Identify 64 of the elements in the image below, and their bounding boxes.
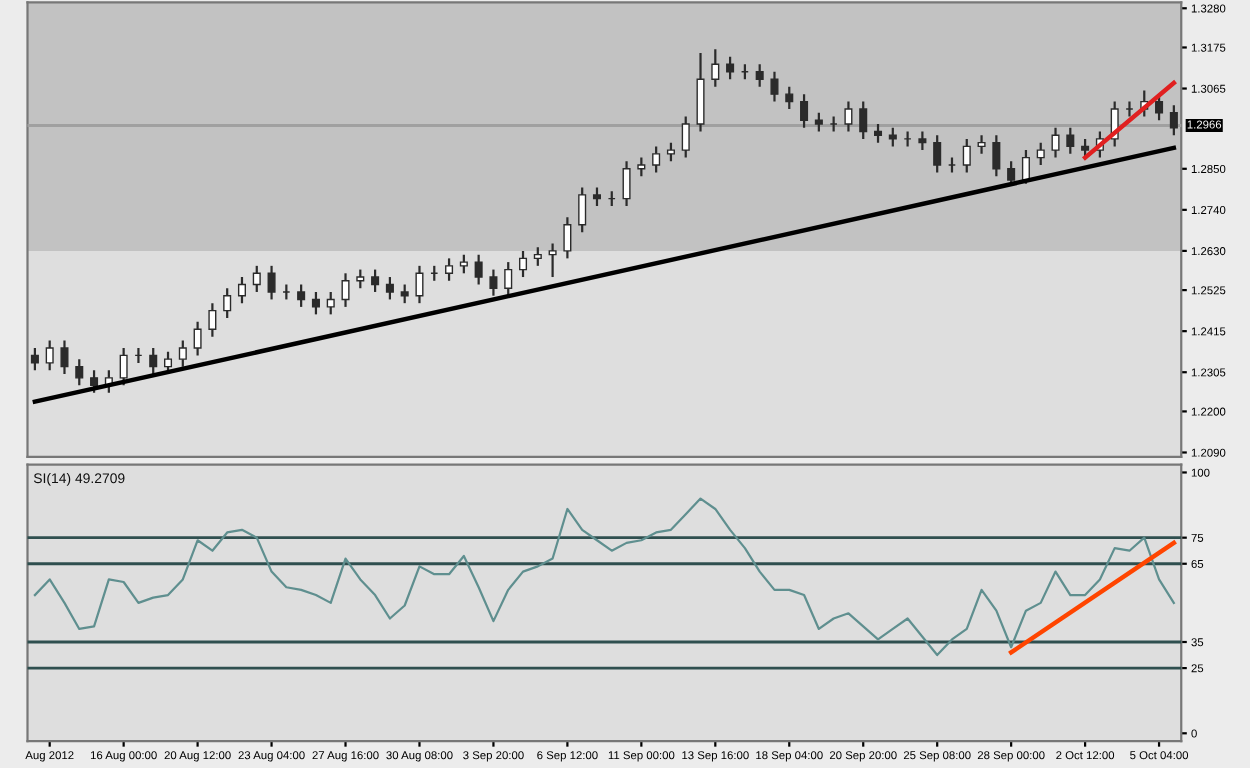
candlestick xyxy=(726,55,735,81)
candlestick xyxy=(533,246,542,267)
candlestick xyxy=(992,134,1001,178)
candlestick xyxy=(578,186,587,234)
candlestick xyxy=(223,287,232,320)
candlestick xyxy=(1007,160,1016,185)
candlestick xyxy=(252,264,261,294)
candlestick xyxy=(933,134,942,174)
candlestick xyxy=(1169,104,1178,137)
candlestick xyxy=(666,141,675,163)
candlestick xyxy=(193,320,202,357)
candlestick xyxy=(1051,126,1060,159)
candlestick xyxy=(297,283,306,309)
candlestick xyxy=(45,339,54,372)
candlestick xyxy=(592,186,602,208)
candlestick xyxy=(311,290,320,316)
candlestick xyxy=(548,242,557,279)
candlestick xyxy=(400,283,409,305)
candlestick xyxy=(75,358,84,387)
candlestick xyxy=(30,346,39,372)
candlestick xyxy=(637,156,646,178)
candlestick xyxy=(415,264,424,305)
candlestick xyxy=(1036,141,1045,167)
candlestick xyxy=(149,346,158,376)
candlestick xyxy=(622,160,631,208)
candlestick xyxy=(1081,137,1090,159)
candlestick xyxy=(371,268,380,294)
candlestick xyxy=(814,111,823,133)
candlestick xyxy=(711,48,720,88)
candlestick xyxy=(785,85,794,111)
candlestick xyxy=(1155,93,1164,122)
candlestick xyxy=(1021,149,1030,185)
line-series xyxy=(33,497,1175,657)
candlestick xyxy=(977,134,986,155)
candlestick xyxy=(60,339,69,376)
candlestick xyxy=(962,137,971,174)
candlestick xyxy=(696,51,705,133)
candlestick xyxy=(652,145,661,174)
candlestick xyxy=(518,249,528,279)
candlestick xyxy=(341,272,350,309)
candlestick xyxy=(1066,126,1075,155)
candlestick xyxy=(681,115,690,159)
candlestick xyxy=(474,253,483,286)
candlestick xyxy=(385,275,394,301)
candlestick xyxy=(888,126,897,148)
candlestick xyxy=(178,339,187,368)
candlestick xyxy=(326,290,335,316)
candlestick xyxy=(267,264,276,301)
candlestick xyxy=(563,216,572,260)
candlestick xyxy=(770,70,779,103)
candlestick xyxy=(800,93,809,129)
candlestick xyxy=(459,253,468,275)
candlestick xyxy=(755,63,764,88)
candlestick xyxy=(504,261,513,297)
candlestick xyxy=(859,100,868,141)
candlestick xyxy=(918,130,927,152)
candlestick xyxy=(844,100,853,133)
candlestick xyxy=(873,122,883,144)
candlestick xyxy=(356,268,365,290)
candlestick xyxy=(445,257,454,282)
candlestick xyxy=(237,275,247,305)
candlestick xyxy=(489,268,498,297)
candlestick xyxy=(208,302,217,338)
candlestick xyxy=(119,346,128,387)
